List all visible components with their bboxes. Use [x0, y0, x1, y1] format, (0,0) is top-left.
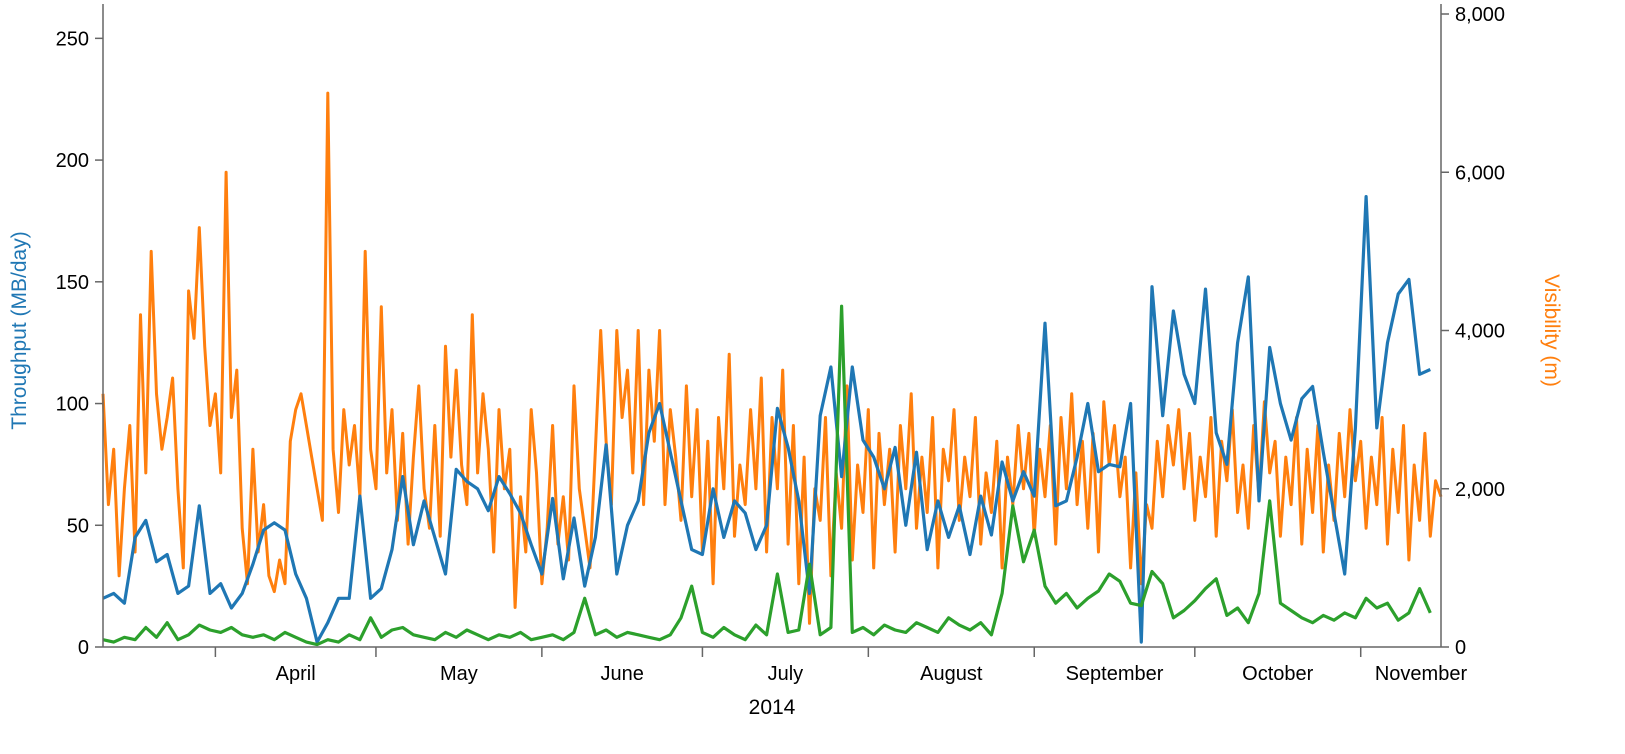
left-axis-ticks: 0 50 100 150 200 250 — [56, 28, 103, 659]
series-line-throughput-blue — [102, 195, 1431, 644]
series-line-visibility-orange — [101, 91, 1443, 625]
y-right-tick-label: 0 — [1455, 637, 1466, 659]
y-right-tick-label: 4,000 — [1455, 321, 1505, 343]
y-left-tick-label: 250 — [56, 28, 89, 50]
x-tick-label: August — [920, 663, 983, 685]
x-tick-label: May — [440, 663, 478, 685]
y-left-tick-label: 0 — [78, 637, 89, 659]
y-left-tick-label: 100 — [56, 394, 89, 416]
y-right-tick-label: 6,000 — [1455, 162, 1505, 184]
plot-area — [101, 91, 1443, 647]
x-tick-label: September — [1066, 663, 1164, 685]
x-axis-ticks: April May June July August September October No… — [214, 647, 1468, 685]
x-tick-label: June — [600, 663, 643, 685]
y-right-tick-label: 2,000 — [1455, 479, 1505, 501]
x-tick-label: July — [768, 663, 804, 685]
y-right-tick-label: 8,000 — [1455, 4, 1505, 26]
right-axis-ticks: 0 2,000 4,000 6,000 8,000 — [1441, 4, 1505, 659]
y-left-tick-label: 150 — [56, 272, 89, 294]
x-tick-label: November — [1375, 663, 1468, 685]
x-axis-title: 2014 — [749, 696, 796, 719]
y-axis-left-title: Throughput (MB/day) — [8, 231, 31, 429]
y-left-tick-label: 200 — [56, 150, 89, 172]
x-tick-label: April — [276, 663, 316, 685]
series-layer — [101, 91, 1443, 647]
y-axis-right-title: Visibility (m) — [1540, 274, 1563, 387]
y-left-tick-label: 50 — [67, 515, 89, 537]
series-line-throughput-green — [102, 304, 1432, 647]
x-tick-label: October — [1242, 663, 1313, 685]
